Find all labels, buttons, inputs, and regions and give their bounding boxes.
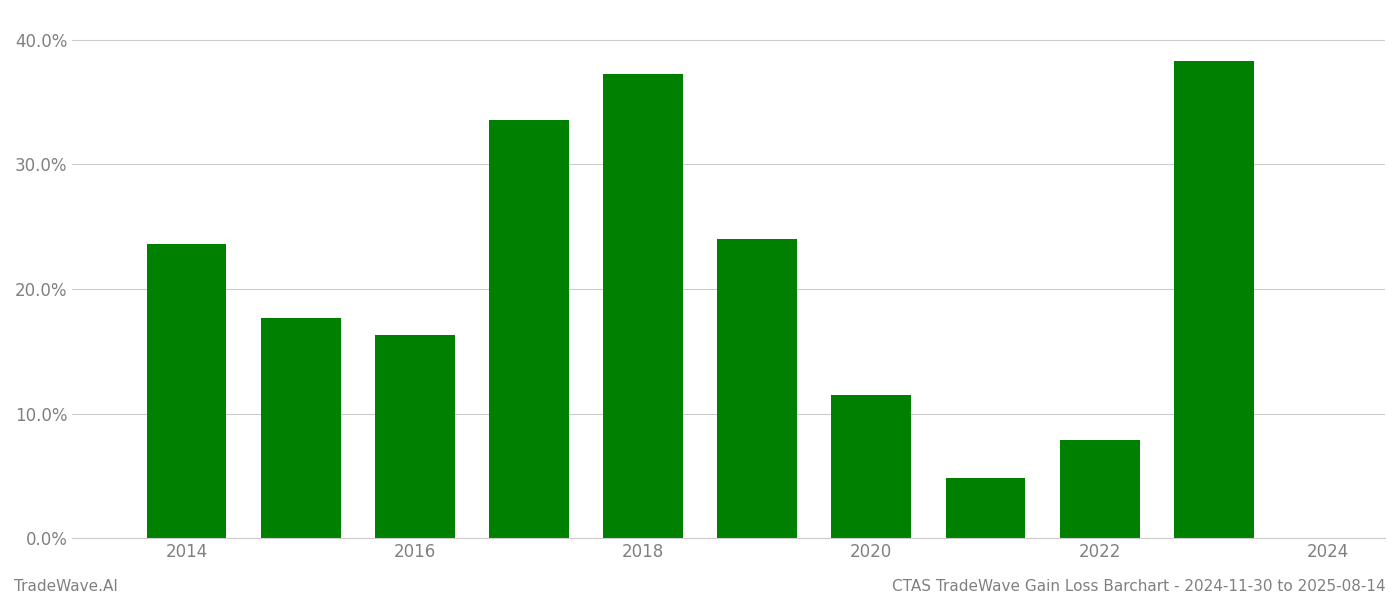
Bar: [832, 395, 911, 538]
Bar: [717, 239, 797, 538]
Text: TradeWave.AI: TradeWave.AI: [14, 579, 118, 594]
Text: CTAS TradeWave Gain Loss Barchart - 2024-11-30 to 2025-08-14: CTAS TradeWave Gain Loss Barchart - 2024…: [892, 579, 1386, 594]
Bar: [489, 119, 568, 538]
Bar: [375, 335, 455, 538]
Bar: [1173, 61, 1254, 538]
Bar: [603, 74, 683, 538]
Bar: [945, 478, 1025, 538]
Bar: [260, 317, 340, 538]
Bar: [1060, 440, 1140, 538]
Bar: [147, 244, 227, 538]
